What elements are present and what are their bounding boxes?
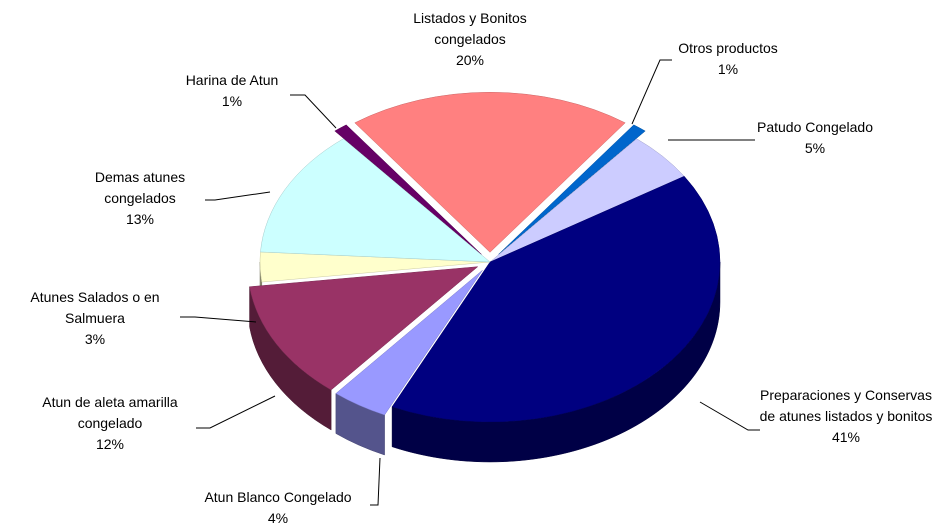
slice-name: Listados y Bonitos congelados <box>413 10 527 47</box>
slice-name: Atunes Salados o en Salmuera <box>30 289 160 326</box>
data-label: Listados y Bonitos congelados 20% <box>395 8 545 71</box>
data-label: Harina de Atun 1% <box>132 70 332 112</box>
slice <box>249 266 479 391</box>
slice-name: Otros productos <box>678 40 778 56</box>
leader-line <box>699 401 760 431</box>
leader-line <box>196 395 276 429</box>
data-label: Preparaciones y Conservas de atunes list… <box>759 385 934 448</box>
leader-line <box>370 457 381 506</box>
leader-line <box>205 191 271 201</box>
leader-line <box>180 316 257 323</box>
data-label: Demas atunes congelados 13% <box>80 167 200 230</box>
slice-name: Atun de aleta amarilla congelado <box>42 394 178 431</box>
slice-percent: 3% <box>84 331 106 347</box>
slice-name: Harina de Atun <box>185 72 279 88</box>
slice-name: Patudo Congelado <box>757 119 873 135</box>
slice <box>391 175 721 423</box>
slice-percent: 4% <box>267 510 289 526</box>
slice-percent: 1% <box>717 61 739 77</box>
slice <box>260 138 491 263</box>
slice <box>334 124 482 255</box>
slice-name: Demas atunes congelados <box>94 169 186 206</box>
slice <box>335 270 483 416</box>
slice-name: Preparaciones y Conservas de atunes list… <box>759 387 933 424</box>
data-label: Atun de aleta amarilla congelado 12% <box>23 392 198 455</box>
slice <box>354 92 626 253</box>
slice-percent: 5% <box>804 140 826 156</box>
data-label: Atunes Salados o en Salmuera 3% <box>8 287 183 350</box>
slice <box>498 124 646 255</box>
data-label: Atun Blanco Congelado 4% <box>168 487 388 527</box>
slice-percent: 1% <box>221 93 243 109</box>
slice-percent: 12% <box>95 436 125 452</box>
data-label: Patudo Congelado 5% <box>715 117 915 159</box>
slice-percent: 20% <box>455 52 485 68</box>
data-label: Otros productos 1% <box>628 38 828 80</box>
slice-percent: 41% <box>831 429 861 445</box>
slice-name: Atun Blanco Congelado <box>204 489 352 505</box>
leader-line <box>290 94 337 129</box>
slice-percent: 13% <box>125 211 155 227</box>
leader-line <box>631 59 672 125</box>
